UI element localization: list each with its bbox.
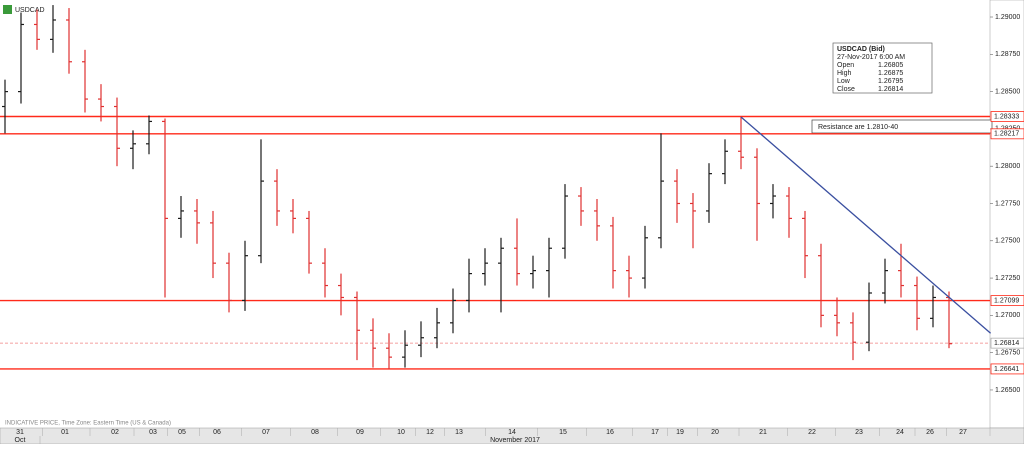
info-box: USDCAD (Bid) 27-Nov-2017 6:00 AM Open 1.2… (832, 42, 933, 94)
date-label: 09 (356, 429, 364, 436)
date-label: 27 (959, 429, 967, 436)
level-tag (990, 128, 1024, 140)
date-label: 13 (455, 429, 463, 436)
y-tick-label: 1.27250 (995, 275, 1020, 282)
info-key: Open (837, 62, 854, 69)
info-key: High (837, 70, 852, 77)
y-tick-label: 1.28000 (995, 163, 1020, 170)
y-tick-label: 1.26750 (995, 350, 1020, 357)
annotation-box (811, 119, 993, 134)
date-label: 05 (178, 429, 186, 436)
date-label: 15 (559, 429, 567, 436)
date-label: 10 (397, 429, 405, 436)
month-label: Oct (15, 437, 26, 444)
info-datetime: 27-Nov-2017 6:00 AM (837, 54, 905, 61)
symbol: USDCAD (15, 7, 45, 14)
y-tick-label: 1.29000 (995, 14, 1020, 21)
last-price-tag (990, 337, 1024, 349)
y-tick-label: 1.27500 (995, 238, 1020, 245)
info-key: Close (837, 86, 855, 93)
date-label: 23 (855, 429, 863, 436)
date-label: 31 (16, 429, 24, 436)
date-label: 24 (896, 429, 904, 436)
last-price-label: 1.26814 (994, 340, 1019, 347)
date-label: 07 (262, 429, 270, 436)
month-label: November 2017 (490, 437, 540, 444)
info-title: USDCAD (Bid) (837, 46, 885, 53)
date-label: 01 (61, 429, 69, 436)
footer: INDICATIVE PRICE, Time Zone: Eastern Tim… (5, 421, 171, 427)
level-tag (990, 363, 1024, 375)
level-tag (990, 111, 1024, 122)
annotation: Resistance are 1.2810-40 (818, 124, 898, 131)
symbol-icon (3, 5, 12, 14)
date-label: 26 (926, 429, 934, 436)
date-label: 16 (606, 429, 614, 436)
level-label: 1.28333 (994, 113, 1019, 120)
date-label: 14 (508, 429, 516, 436)
date-label: 22 (808, 429, 816, 436)
date-label: 21 (759, 429, 767, 436)
info-value: 1.26814 (878, 86, 903, 93)
info-value: 1.26875 (878, 70, 903, 77)
level-tag (990, 295, 1024, 306)
trendline (740, 116, 992, 334)
date-label: 02 (111, 429, 119, 436)
info-key: Low (837, 78, 851, 85)
level-label: 1.27099 (994, 297, 1019, 304)
date-label: 06 (213, 429, 221, 436)
y-tick-label: 1.28500 (995, 88, 1020, 95)
date-label: 03 (149, 429, 157, 436)
info-value: 1.26795 (878, 78, 903, 85)
y-tick-label: 1.27750 (995, 200, 1020, 207)
date-label: 08 (311, 429, 319, 436)
date-label: 20 (711, 429, 719, 436)
price-axis (989, 0, 1024, 429)
date-label: 19 (676, 429, 684, 436)
date-label: 12 (426, 429, 434, 436)
y-tick-label: 1.26500 (995, 387, 1020, 394)
y-tick-label: 1.27000 (995, 312, 1020, 319)
info-frame (832, 42, 933, 94)
level-label: 1.28217 (994, 131, 1019, 138)
date-label: 17 (651, 429, 659, 436)
level-label: 1.26641 (994, 366, 1019, 373)
info-value: 1.26805 (878, 62, 903, 69)
y-tick-label: 1.28750 (995, 51, 1020, 58)
